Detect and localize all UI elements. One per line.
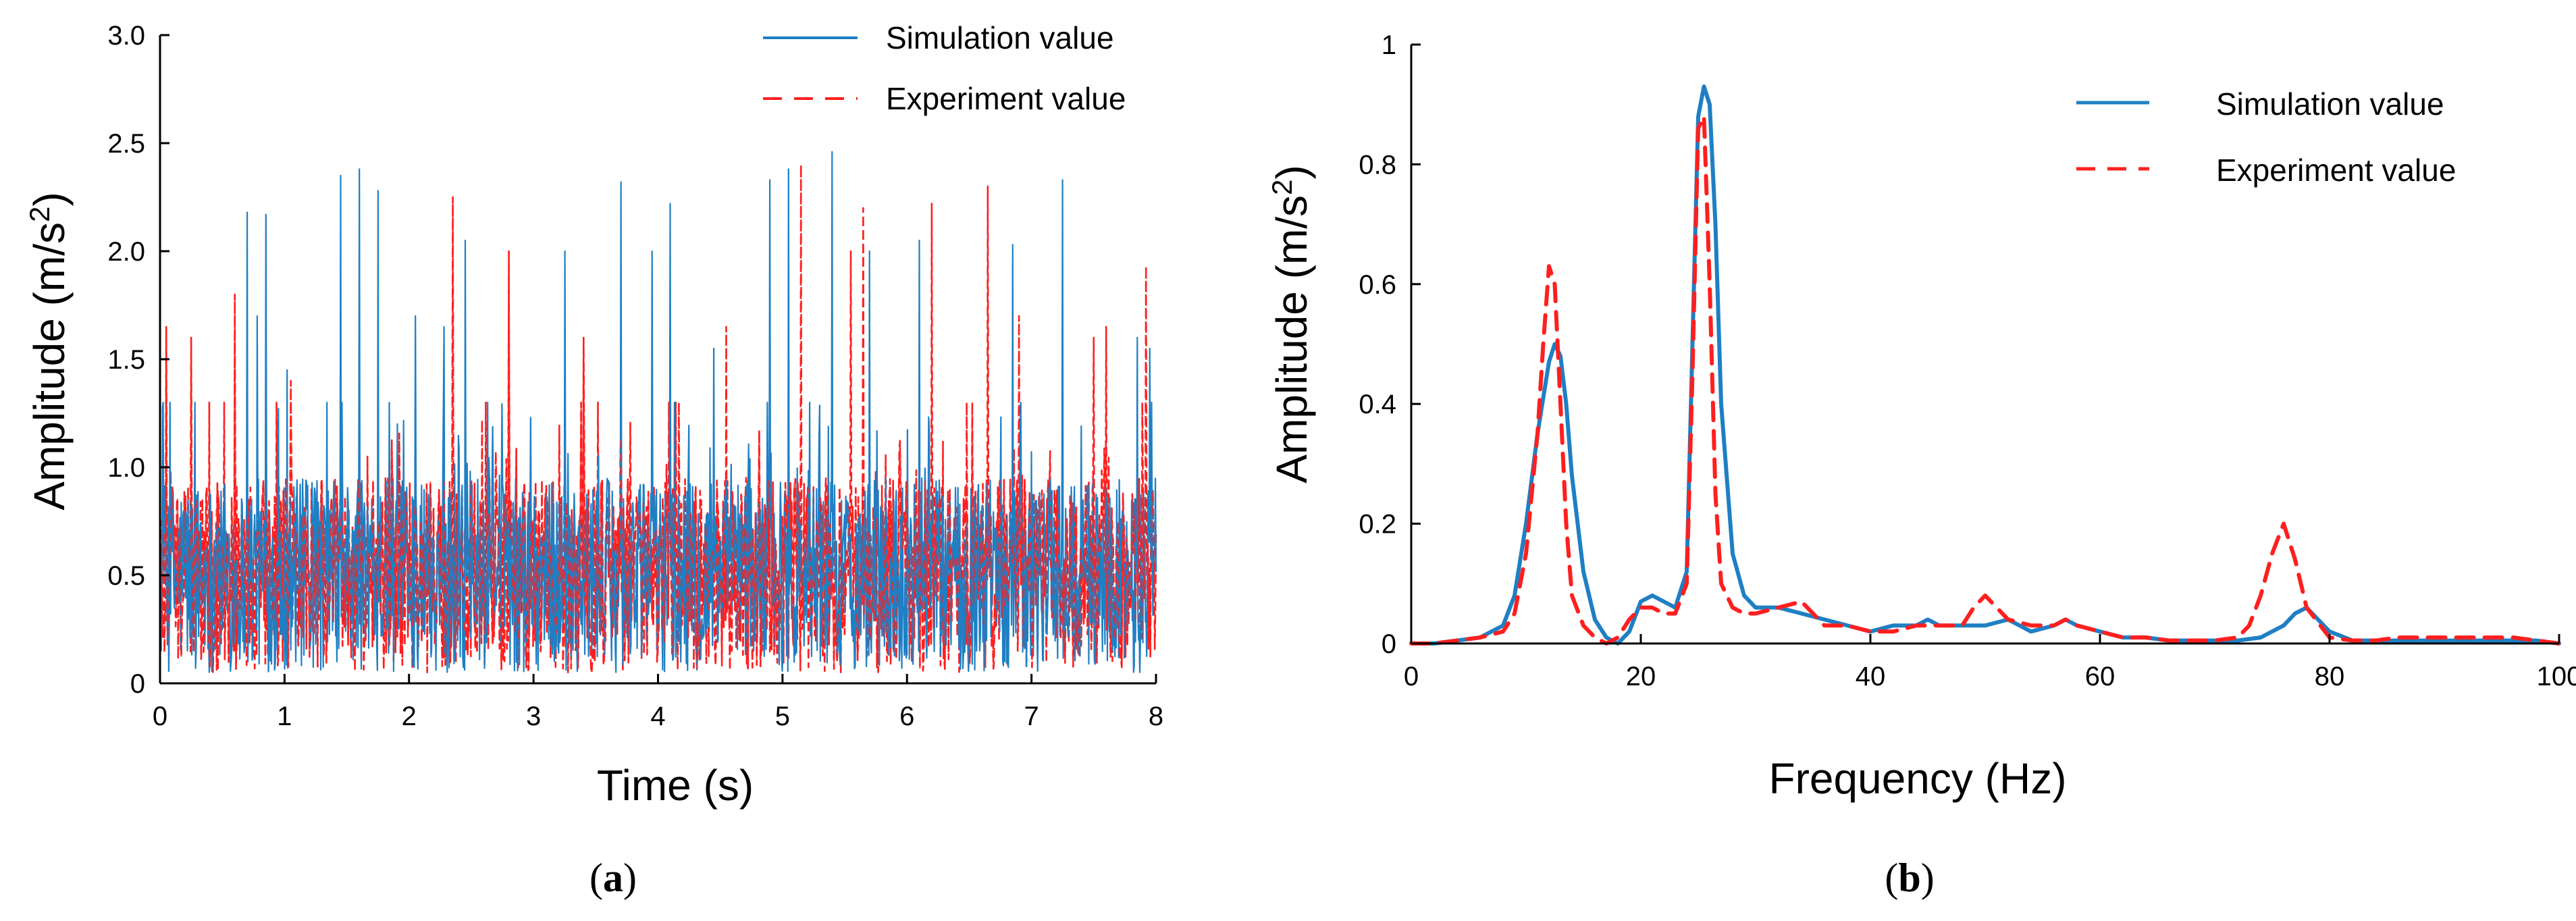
panel-a-x-tick-label: 6 [899, 702, 914, 731]
panel-a-series-simulation-line [159, 151, 1157, 673]
panel-a-y-tick-label: 2.0 [107, 237, 145, 267]
panel-b-x-tick-label: 40 [1856, 662, 1886, 691]
panel-b-legend-experiment-label: Experiment value [2216, 153, 2456, 188]
panel-a-time-domain-chart: 0 1 2 3 4 5 6 7 8 0 0.5 1.0 1.5 2.0 2.5 3.0 Simulation … [24, 20, 1163, 900]
panel-b-y-axis-title-close: ) [1267, 165, 1316, 179]
panel-a-series-experiment-overlay [159, 196, 1157, 673]
panel-a-legend: Simulation value Experiment value [763, 20, 1126, 116]
panel-a-y-tick-label: 3.0 [107, 21, 145, 51]
panel-a-label-open: ( [589, 856, 603, 900]
panel-b-y-tick-label: 0.8 [1359, 150, 1396, 180]
panel-b-y-axis-title-main: Amplitude (m/s [1267, 195, 1316, 483]
panel-a-x-tick-label: 0 [153, 702, 167, 731]
panel-a-y-tick-label: 1.0 [107, 453, 145, 483]
panel-a-plot-area [159, 151, 1157, 674]
panel-b-label: (b) [1885, 856, 1934, 900]
panel-b-label-close: ) [1921, 856, 1935, 900]
panel-b-label-letter: b [1898, 856, 1920, 900]
panel-a-x-axis-title: Time (s) [597, 761, 754, 810]
panel-a-x-tick-label: 1 [277, 702, 292, 731]
panel-a-x-tick-label: 2 [402, 702, 417, 731]
panel-b-frequency-domain-chart: 0 20 40 60 80 100 0 0.2 0.4 0.6 0.8 1 Simulation va… [1266, 30, 2576, 900]
panel-b-series-experiment-line [1409, 114, 2561, 646]
panel-b-y-axis-title-superscript: 2 [1266, 180, 1298, 195]
panel-b-x-tick-label: 80 [2315, 662, 2345, 691]
panel-b-x-tick-label: 20 [1626, 662, 1656, 691]
panel-b-axes [1410, 43, 2560, 645]
panel-b-label-open: ( [1885, 856, 1898, 900]
panel-a-y-tick-label: 0.5 [107, 561, 145, 591]
panel-a-y-tick-label: 2.5 [107, 129, 145, 159]
panel-b-x-tick-label: 60 [2085, 662, 2115, 691]
panel-a-y-tick-label: 1.5 [107, 345, 145, 375]
panel-a-legend-simulation-label: Simulation value [886, 20, 1114, 55]
panel-a-x-tick-label: 8 [1149, 702, 1163, 731]
panel-b-y-tick-label: 0.6 [1359, 270, 1396, 300]
panel-a-label-close: ) [623, 856, 637, 900]
panel-a-y-axis-title: Amplitude (m/s2) [24, 192, 74, 510]
panel-a-x-tick-label: 4 [650, 702, 665, 731]
panel-b-y-tick-label: 0 [1382, 629, 1396, 659]
panel-b-x-axis-title: Frequency (Hz) [1769, 754, 2067, 803]
panel-a-legend-experiment-label: Experiment value [886, 81, 1126, 116]
panel-a-x-tick-label: 3 [526, 702, 541, 731]
panel-b-legend-simulation-label: Simulation value [2216, 86, 2444, 122]
panel-a-x-tick-label: 7 [1024, 702, 1039, 731]
panel-b-y-axis-title: Amplitude (m/s2) [1266, 165, 1316, 483]
panel-b-series-simulation-line [1409, 84, 2561, 646]
panel-a-y-axis-title-close: ) [25, 192, 74, 206]
panel-b-legend: Simulation value Experiment value [2076, 86, 2456, 188]
panel-a-x-tick-label: 5 [775, 702, 790, 731]
panel-a-label-letter: a [603, 856, 623, 900]
panel-a-y-axis-title-superscript: 2 [24, 207, 55, 222]
panel-b-x-tick-label: 100 [2537, 662, 2576, 691]
panel-a-y-axis-title-main: Amplitude (m/s [25, 222, 74, 510]
panel-b-y-tick-label: 1 [1382, 30, 1396, 60]
panel-b-tick-labels: 0 20 40 60 80 100 0 0.2 0.4 0.6 0.8 1 [1359, 30, 2576, 691]
panel-a-label: (a) [589, 856, 637, 900]
panel-b-x-tick-label: 0 [1404, 662, 1419, 691]
panel-a-tick-labels: 0 1 2 3 4 5 6 7 8 0 0.5 1.0 1.5 2.0 2.5 3.0 [107, 21, 1163, 731]
panel-b-plot-area [1409, 84, 2561, 646]
panel-a-axes [159, 34, 1157, 685]
panel-b-y-tick-label: 0.4 [1359, 390, 1396, 419]
panel-a-y-tick-label: 0 [130, 669, 145, 699]
panel-b-y-tick-label: 0.2 [1359, 510, 1396, 540]
